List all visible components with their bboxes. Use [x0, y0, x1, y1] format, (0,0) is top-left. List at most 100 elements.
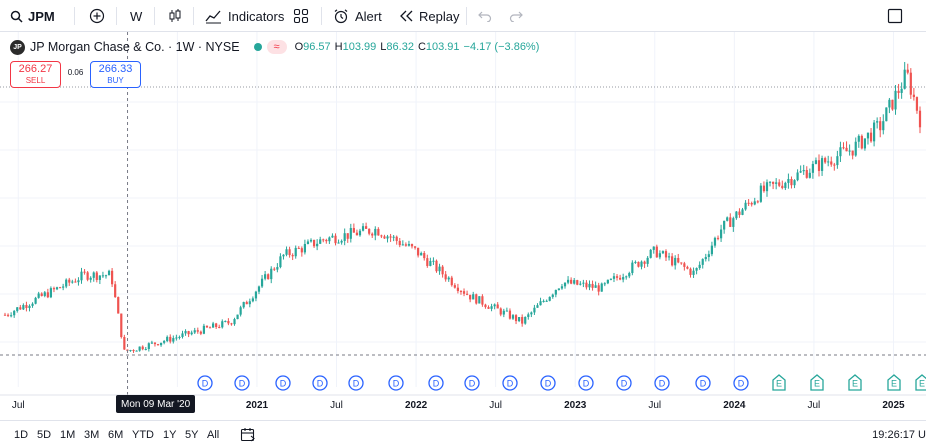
candle — [101, 271, 105, 278]
dividend-marker[interactable]: D — [348, 375, 364, 391]
candle — [6, 313, 10, 318]
candle — [891, 99, 894, 111]
candle — [545, 299, 548, 302]
candle — [909, 68, 912, 99]
candle — [16, 307, 19, 313]
candle — [536, 303, 539, 308]
candle — [695, 267, 698, 275]
time-axis-label: 2021 — [246, 400, 269, 411]
candle — [900, 82, 903, 99]
dividend-marker[interactable]: D — [695, 375, 711, 391]
close-label: C — [417, 41, 426, 53]
range-button-1m[interactable]: 1M — [60, 429, 76, 441]
dividend-marker[interactable]: D — [275, 375, 291, 391]
dividend-marker[interactable]: D — [654, 375, 670, 391]
sell-button[interactable]: 266.27 SELL — [10, 61, 61, 88]
replay-button[interactable]: Replay — [398, 0, 459, 32]
time-axis-label: 2022 — [405, 400, 428, 411]
range-button-ytd[interactable]: YTD — [132, 429, 154, 441]
dividend-marker[interactable]: D — [428, 375, 444, 391]
candle — [52, 286, 56, 293]
chart-type-button[interactable] — [167, 0, 183, 32]
range-button-5y[interactable]: 5Y — [185, 429, 199, 441]
range-button-3m[interactable]: 3M — [84, 429, 100, 441]
candle — [380, 234, 383, 239]
dividend-marker[interactable]: D — [578, 375, 594, 391]
dividend-marker[interactable]: D — [464, 375, 480, 391]
candle — [521, 314, 524, 327]
buy-button[interactable]: 266.33 BUY — [90, 61, 141, 88]
earnings-marker[interactable]: E — [887, 374, 901, 391]
candle — [233, 317, 236, 326]
candle — [490, 303, 493, 312]
candle — [22, 303, 25, 311]
candle — [297, 246, 300, 249]
dividend-marker[interactable]: D — [234, 375, 250, 391]
alert-button[interactable]: Alert — [333, 0, 382, 32]
interval-button[interactable]: W — [130, 0, 142, 32]
compare-button[interactable] — [89, 0, 105, 32]
earnings-marker[interactable]: E — [848, 374, 862, 391]
candle — [80, 267, 83, 284]
candle — [475, 293, 478, 305]
symbol-search[interactable]: JPM — [10, 0, 55, 32]
candle — [459, 290, 463, 295]
dividend-marker[interactable]: D — [616, 375, 632, 391]
candle — [781, 180, 784, 190]
earnings-marker[interactable]: E — [772, 374, 786, 391]
time-axis: JulJul2021Jul2022Jul2023Jul2024Jul2025 — [0, 394, 926, 411]
candle — [811, 160, 814, 179]
candle — [450, 275, 453, 287]
candle — [181, 330, 184, 339]
redo-icon — [509, 11, 523, 22]
candle — [383, 234, 386, 239]
candle — [655, 244, 658, 258]
dividend-marker[interactable]: D — [197, 375, 213, 391]
range-button-1y[interactable]: 1Y — [163, 429, 177, 441]
earnings-marker[interactable]: E — [915, 374, 926, 391]
range-button-1d[interactable]: 1D — [14, 429, 29, 441]
candle — [882, 114, 885, 135]
candle — [775, 178, 778, 190]
delayed-data-badge[interactable]: ≈ — [266, 40, 287, 54]
candle — [508, 308, 512, 320]
goto-date-button[interactable] — [240, 421, 257, 448]
candle — [533, 304, 536, 315]
candle — [111, 268, 114, 288]
dividend-marker[interactable]: D — [312, 375, 328, 391]
svg-text:D: D — [583, 379, 590, 389]
redo-button[interactable] — [509, 0, 523, 32]
candle — [355, 229, 359, 236]
candle — [31, 302, 34, 308]
candle — [456, 283, 460, 294]
candle — [869, 128, 873, 143]
fullscreen-button[interactable] — [887, 0, 903, 32]
candle — [401, 240, 404, 246]
dividend-marker[interactable]: D — [388, 375, 404, 391]
candle — [156, 343, 160, 346]
templates-button[interactable] — [293, 0, 309, 32]
price-chart[interactable]: D D D D D D D D D D D D D D D E E E E E Jul Jul 2021 Jul 2022 Ju… — [0, 32, 926, 420]
time-axis-label: 2024 — [723, 400, 746, 411]
candle — [83, 269, 86, 275]
dividend-marker[interactable]: D — [540, 375, 556, 391]
time-axis-label: 2023 — [564, 400, 587, 411]
candle — [514, 314, 518, 325]
candle — [876, 117, 879, 129]
undo-button[interactable] — [478, 0, 492, 32]
dividend-marker[interactable]: D — [733, 375, 749, 391]
candle — [74, 278, 77, 283]
range-button-6m[interactable]: 6M — [108, 429, 124, 441]
earnings-marker[interactable]: E — [810, 374, 824, 391]
candle — [166, 335, 169, 343]
range-button-all[interactable]: All — [207, 429, 220, 441]
indicators-button[interactable]: Indicators — [205, 0, 284, 32]
dividend-marker[interactable]: D — [502, 375, 518, 391]
candle — [686, 265, 689, 270]
candles-icon — [169, 9, 181, 22]
candle — [603, 282, 606, 287]
range-button-5d[interactable]: 5D — [37, 429, 52, 441]
candle — [560, 283, 564, 290]
candle — [741, 207, 744, 216]
candle — [138, 346, 141, 352]
